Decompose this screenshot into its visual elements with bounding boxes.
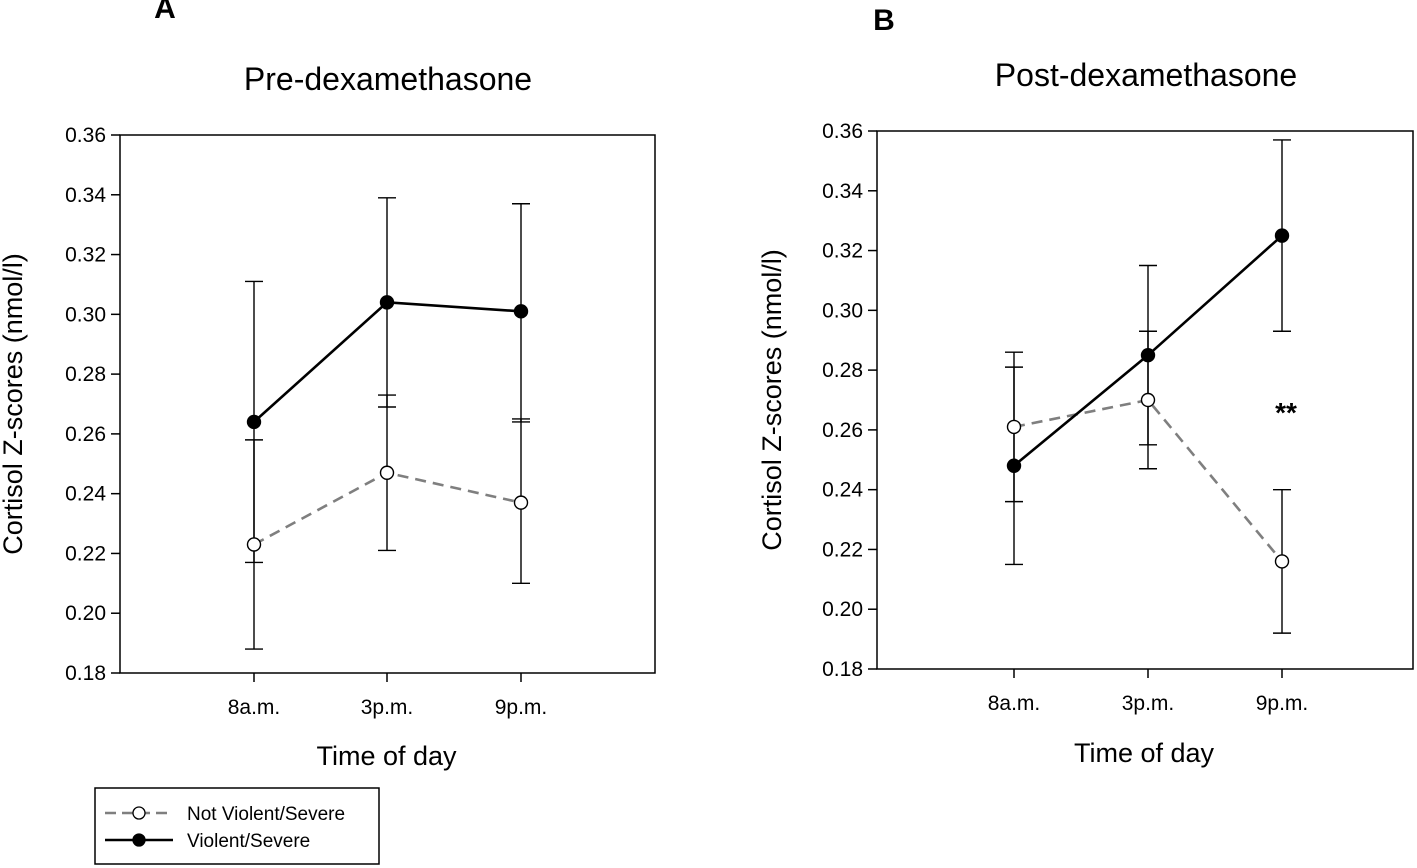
x-tick-label: 3p.m. <box>1122 692 1175 715</box>
y-tick-label: 0.22 <box>822 538 863 561</box>
y-tick-label: 0.24 <box>65 483 106 506</box>
legend-box <box>94 787 380 865</box>
y-tick-label: 0.36 <box>65 124 106 147</box>
x-tick-label: 9p.m. <box>495 696 548 719</box>
data-point-not-violent-severe <box>1006 419 1022 435</box>
data-point-violent-severe <box>1006 458 1022 473</box>
x-tick-label: 9p.m. <box>1256 692 1309 715</box>
chart-title: Pre-dexamethasone <box>244 61 532 97</box>
data-point-violent-severe <box>246 414 262 430</box>
x-axis-label: Time of day <box>1074 738 1215 768</box>
y-tick-label: 0.34 <box>65 184 106 207</box>
data-point-not-violent-severe <box>379 465 395 480</box>
x-tick-label: 8a.m. <box>228 696 281 719</box>
data-point-violent-severe <box>1140 347 1156 363</box>
y-tick-label: 0.28 <box>822 359 863 382</box>
data-point-violent-severe <box>1274 228 1290 243</box>
y-tick-label: 0.28 <box>65 363 106 386</box>
y-tick-label: 0.26 <box>65 423 106 446</box>
y-tick-label: 0.32 <box>65 244 106 267</box>
y-tick-label: 0.30 <box>822 299 863 322</box>
legend: Not Violent/Severe Violent/Severe <box>94 787 380 865</box>
data-point-not-violent-severe <box>513 495 529 510</box>
legend-marker-not-violent <box>132 806 146 820</box>
panel-a: A Pre-dexamethasone 0.18 0.20 0.22 0.24 0.26 0.… <box>0 0 656 771</box>
legend-label-not-violent: Not Violent/Severe <box>187 804 345 825</box>
x-tick-label: 8a.m. <box>988 692 1041 715</box>
legend-marker-violent <box>132 833 146 847</box>
y-tick-label: 0.18 <box>65 662 106 685</box>
data-point-violent-severe <box>513 304 529 319</box>
y-axis-label: Cortisol Z-scores (nmol/l) <box>757 249 787 551</box>
y-tick-label: 0.30 <box>65 303 106 326</box>
chart-title: Post-dexamethasone <box>995 57 1297 93</box>
y-tick-label: 0.22 <box>65 542 106 565</box>
y-tick-label: 0.36 <box>822 120 863 143</box>
data-point-not-violent-severe <box>1274 554 1290 569</box>
x-tick-label: 3p.m. <box>361 696 414 719</box>
y-tick-label: 0.26 <box>822 419 863 442</box>
plot-frame <box>876 130 1414 670</box>
panel-label: B <box>873 4 895 37</box>
x-axis-label: Time of day <box>316 741 457 771</box>
y-tick-label: 0.32 <box>822 240 863 263</box>
legend-label-violent: Violent/Severe <box>187 831 310 852</box>
data-point-not-violent-severe <box>246 537 262 552</box>
y-tick-label: 0.18 <box>822 658 863 681</box>
panel-b: B Post-dexamethasone 0.18 0.20 0.22 0.24 0.26 0… <box>757 4 1414 768</box>
panel-label: A <box>154 0 176 25</box>
data-point-not-violent-severe <box>1140 392 1156 408</box>
y-axis-label: Cortisol Z-scores (nmol/l) <box>0 253 28 555</box>
y-tick-label: 0.34 <box>822 180 863 203</box>
y-tick-label: 0.20 <box>822 598 863 621</box>
significance-annotation: ** <box>1275 397 1297 428</box>
y-tick-label: 0.24 <box>822 479 863 502</box>
y-tick-label: 0.20 <box>65 602 106 625</box>
data-point-violent-severe <box>379 295 395 310</box>
